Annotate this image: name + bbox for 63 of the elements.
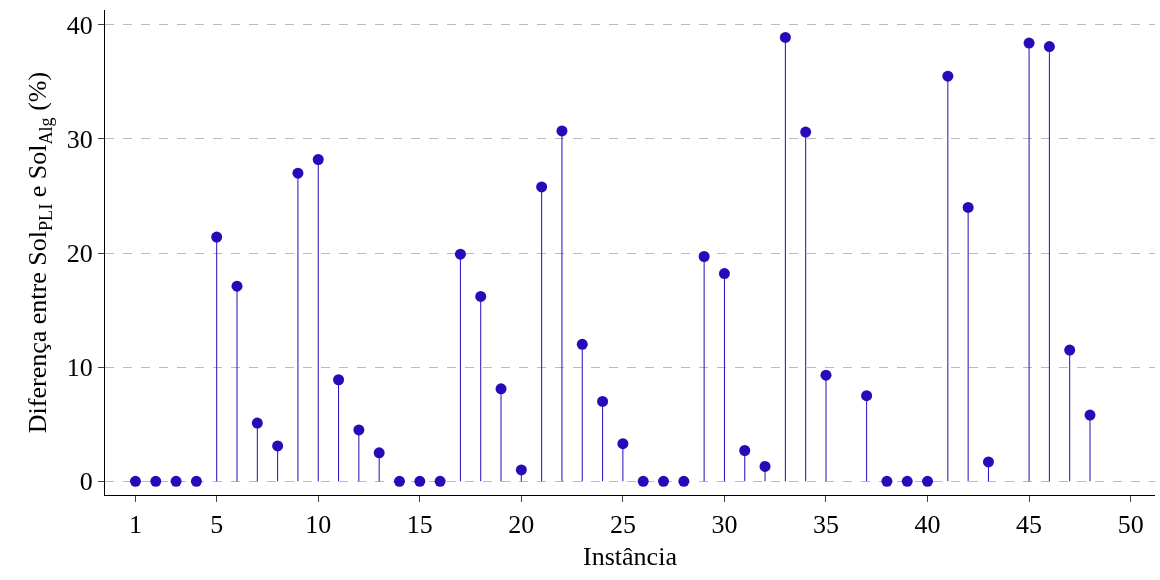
point — [962, 201, 974, 213]
point — [718, 268, 730, 280]
point — [901, 475, 913, 487]
x-tick-label: 1 — [128, 510, 142, 540]
x-tick-label: 20 — [508, 510, 535, 540]
x-tick-label: 15 — [406, 510, 433, 540]
point — [1084, 409, 1096, 421]
point — [454, 248, 466, 260]
y-tick-label: 0 — [79, 467, 93, 497]
point — [800, 126, 812, 138]
point — [1043, 41, 1055, 53]
point — [536, 181, 548, 193]
point — [779, 31, 791, 43]
y-tick-label: 30 — [66, 125, 93, 155]
point — [637, 475, 649, 487]
point — [820, 369, 832, 381]
point — [739, 444, 751, 456]
y-tick-label: 20 — [66, 239, 93, 269]
point — [211, 231, 223, 243]
point — [272, 440, 284, 452]
point — [170, 475, 182, 487]
point — [434, 475, 446, 487]
point — [312, 153, 324, 165]
point — [393, 475, 405, 487]
point — [658, 475, 670, 487]
point — [982, 456, 994, 468]
x-tick-label: 30 — [711, 510, 738, 540]
x-axis-title: Instância — [583, 541, 678, 571]
point — [333, 374, 345, 386]
point — [495, 383, 507, 395]
point — [678, 475, 690, 487]
point — [556, 125, 568, 137]
point — [475, 290, 487, 302]
point — [515, 464, 527, 476]
x-tick-label: 45 — [1016, 510, 1043, 540]
point — [353, 424, 365, 436]
point — [1064, 344, 1076, 356]
point — [129, 475, 141, 487]
point — [251, 417, 263, 429]
point — [597, 395, 609, 407]
point — [922, 475, 934, 487]
x-tick-label: 50 — [1117, 510, 1144, 540]
x-tick-label: 35 — [812, 510, 839, 540]
point — [373, 447, 385, 459]
y-tick-label: 10 — [66, 353, 93, 383]
point — [759, 460, 771, 472]
point — [942, 70, 954, 82]
y-tick-label: 40 — [66, 10, 93, 40]
point — [414, 475, 426, 487]
point — [1023, 37, 1035, 49]
x-tick-label: 40 — [914, 510, 941, 540]
point — [861, 390, 873, 402]
point — [292, 167, 304, 179]
x-tick-label: 10 — [305, 510, 332, 540]
point — [698, 250, 710, 262]
x-tick-label: 5 — [210, 510, 224, 540]
point — [231, 280, 243, 292]
point — [190, 475, 202, 487]
x-tick-label: 25 — [609, 510, 636, 540]
point — [576, 338, 588, 350]
point — [150, 475, 162, 487]
point — [617, 438, 629, 450]
point — [881, 475, 893, 487]
